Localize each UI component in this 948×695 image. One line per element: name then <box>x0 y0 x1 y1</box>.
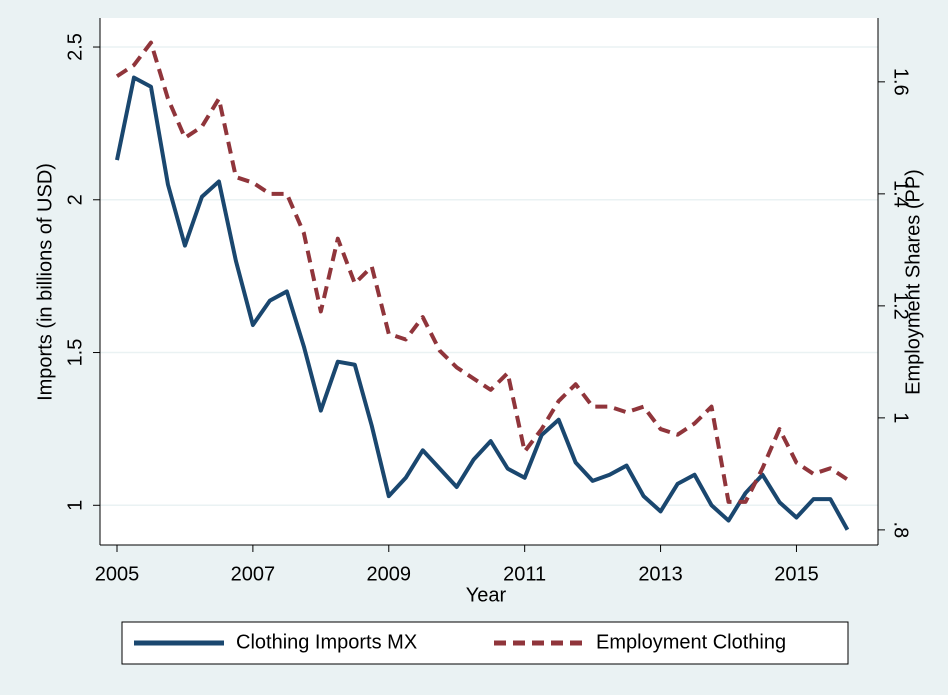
y2-tick-label: .8 <box>890 522 912 539</box>
legend-label: Clothing Imports MX <box>236 631 417 653</box>
x-tick-label: 2009 <box>367 563 412 585</box>
y2-axis-title: Employment Shares (PP) <box>902 169 924 395</box>
x-tick-label: 2005 <box>95 563 140 585</box>
x-axis-title: Year <box>466 584 507 606</box>
data-line <box>115 40 849 504</box>
x-tick-label: 2007 <box>231 563 276 585</box>
x-tick-label: 2011 <box>503 563 546 585</box>
legend-label: Employment Clothing <box>596 631 786 653</box>
data-line <box>115 75 850 531</box>
y2-tick-label: 1.2 <box>890 292 912 320</box>
y-tick-label: 2 <box>64 194 86 205</box>
y2-tick-label: 1.4 <box>890 180 912 208</box>
y2-tick-label: 1 <box>890 412 912 423</box>
y-axis-title: Imports (in billions of USD) <box>34 163 56 401</box>
y-tick-label: 2.5 <box>64 33 86 61</box>
x-tick-label: 2013 <box>638 563 683 585</box>
y-tick-label: 1 <box>64 500 86 511</box>
plot-area <box>100 18 878 545</box>
y2-tick-label: 1.6 <box>890 68 912 96</box>
y-tick-label: 1.5 <box>64 339 86 367</box>
x-tick-label: 2015 <box>774 563 819 585</box>
legend-box <box>121 621 849 665</box>
